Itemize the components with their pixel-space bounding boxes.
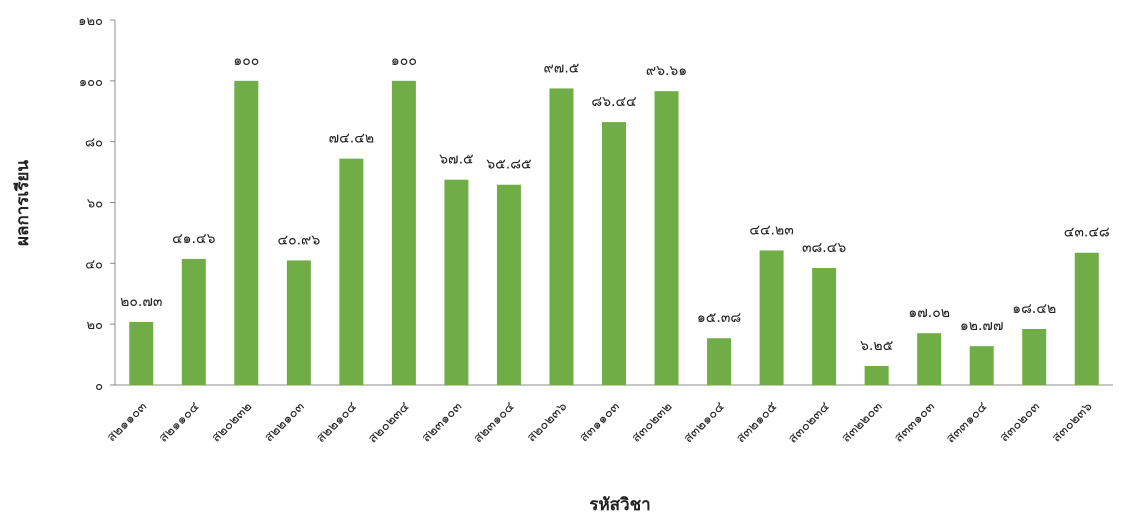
category-label: ส๒๓๑๐๓ xyxy=(419,399,465,445)
bar xyxy=(1022,328,1047,385)
category-label: ส๒๒๑๐๓ xyxy=(262,399,308,445)
data-label: ๑๗.๐๒ xyxy=(908,305,950,321)
category-label: ส๓๑๑๐๓ xyxy=(577,399,623,445)
data-label: ๔๓.๔๘ xyxy=(1064,225,1110,241)
bar xyxy=(1074,252,1099,385)
data-label: ๖.๒๕ xyxy=(860,338,893,354)
category-label: ส๓๓๑๐๓ xyxy=(891,399,938,446)
y-tick-label: ๖๐ xyxy=(87,197,103,212)
data-label: ๒๐.๗๓ xyxy=(120,294,162,310)
bar xyxy=(234,80,259,385)
bar xyxy=(969,346,994,385)
x-axis-title: รหัสวิชา xyxy=(589,495,650,515)
bar xyxy=(602,122,626,385)
category-label: ส๒๐๒๓๖ xyxy=(524,399,570,445)
y-tick-label: ๘๐ xyxy=(85,136,103,151)
bar xyxy=(286,260,311,385)
category-label: ส๒๒๑๐๔ xyxy=(313,399,360,446)
category-label: ส๒๐๒๓๔ xyxy=(366,399,413,446)
data-label: ๗๔.๔๒ xyxy=(329,131,374,147)
category-label: ส๓๐๒๐๓ xyxy=(997,399,1043,445)
bar xyxy=(654,91,679,385)
data-label: ๓๘.๔๖ xyxy=(802,240,846,256)
y-axis: ๐ ๒๐ ๔๐ ๖๐ ๘๐ ๑๐๐ ๑๒๐ xyxy=(78,14,116,394)
data-label: ๙๗.๕ xyxy=(544,60,580,76)
bar xyxy=(496,184,521,385)
data-label: ๙๖.๖๑ xyxy=(646,63,687,79)
bar xyxy=(129,321,154,385)
y-tick-label: ๒๐ xyxy=(86,318,103,333)
data-label: ๖๗.๕ xyxy=(439,152,473,168)
category-label: ส๓๒๑๐๔ xyxy=(681,399,728,446)
y-tick-label: ๐ xyxy=(95,379,103,394)
bar xyxy=(864,365,889,385)
data-label: ๔๑.๔๖ xyxy=(172,231,216,247)
category-label: ส๒๐๒๓๒ xyxy=(209,399,255,445)
y-tick-label: ๑๒๐ xyxy=(78,14,103,29)
category-label: ส๓๐๒๓๒ xyxy=(629,399,676,446)
bar xyxy=(917,333,942,385)
y-tick-label: ๔๐ xyxy=(85,257,103,272)
category-labels: ส๒๑๑๐๓ ส๒๑๑๐๔ ส๒๐๒๓๒ ส๒๒๑๐๓ ส๒๒๑๐๔ ส๒๐๒๓๔ ส๒๓๑… xyxy=(104,399,1095,447)
data-label: ๔๐.๙๖ xyxy=(277,232,320,248)
data-label: ๔๔.๒๓ xyxy=(749,222,793,238)
y-axis-title: ผลการเรียน xyxy=(12,160,33,246)
bar xyxy=(339,158,364,385)
bar xyxy=(391,80,416,385)
bar xyxy=(181,258,206,385)
data-label: ๑๒.๗๗ xyxy=(960,318,1004,334)
category-label: ส๓๐๒๓๖ xyxy=(1049,399,1095,445)
category-label: ส๓๓๑๐๔ xyxy=(943,399,990,446)
category-label: ส๒๓๑๐๔ xyxy=(471,399,518,446)
y-tick-label: ๑๐๐ xyxy=(79,75,103,90)
data-label: ๑๐๐ xyxy=(233,53,259,69)
data-label: ๑๘.๔๒ xyxy=(1012,301,1056,317)
category-label: ส๓๐๒๓๔ xyxy=(786,399,834,447)
category-label: ส๒๑๑๐๔ xyxy=(156,399,203,446)
bars xyxy=(129,80,1099,385)
bar xyxy=(812,268,837,385)
bar xyxy=(444,179,469,385)
data-label: ๖๕.๘๕ xyxy=(486,157,531,173)
category-label: ส๓๒๒๐๓ xyxy=(839,399,886,446)
bar xyxy=(759,250,784,385)
data-label: ๑๕.๓๘ xyxy=(697,310,741,326)
category-label: ส๓๒๑๐๕ xyxy=(733,399,780,446)
data-label: ๑๐๐ xyxy=(391,53,417,69)
category-label: ส๒๑๑๐๓ xyxy=(104,399,150,445)
bar xyxy=(549,88,574,385)
data-label: ๘๖.๔๔ xyxy=(591,94,636,110)
bar xyxy=(707,338,732,385)
